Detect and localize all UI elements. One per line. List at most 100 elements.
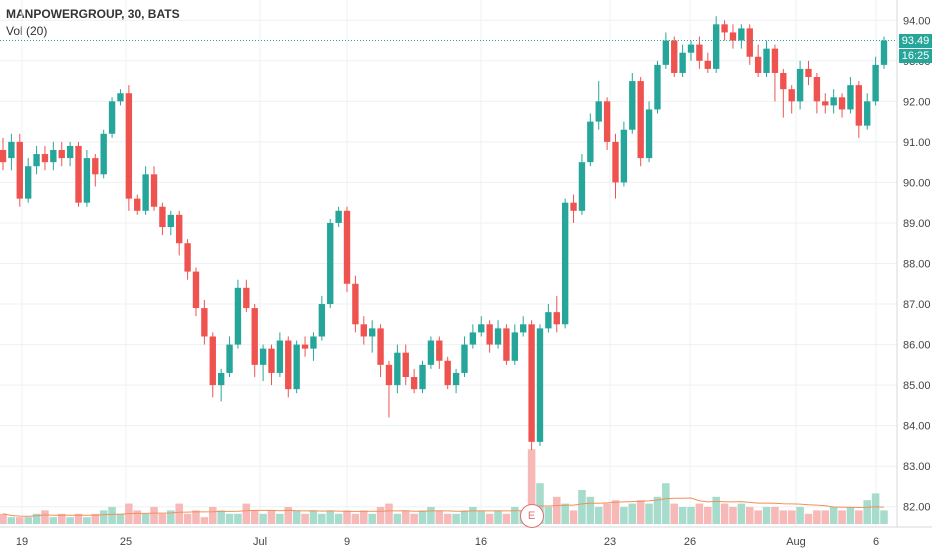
candle[interactable] <box>704 52 711 73</box>
candle[interactable] <box>612 133 619 199</box>
candle[interactable] <box>150 166 158 211</box>
candle[interactable] <box>444 356 451 390</box>
candle[interactable] <box>696 36 703 69</box>
candle[interactable] <box>92 154 99 187</box>
candle[interactable] <box>880 36 888 69</box>
candle[interactable] <box>545 304 552 333</box>
candle[interactable] <box>394 344 401 394</box>
candle[interactable] <box>134 194 141 215</box>
candle[interactable] <box>780 68 787 118</box>
candle[interactable] <box>503 324 510 365</box>
candle[interactable] <box>570 194 577 223</box>
candle[interactable] <box>41 145 49 171</box>
candle[interactable] <box>729 24 737 49</box>
candle[interactable] <box>285 336 292 398</box>
candle[interactable] <box>847 77 854 114</box>
candle[interactable] <box>771 44 779 102</box>
candle[interactable] <box>561 198 569 329</box>
candle[interactable] <box>176 210 183 256</box>
candle[interactable] <box>226 336 233 378</box>
candle[interactable] <box>33 145 40 175</box>
candle[interactable] <box>595 81 602 130</box>
candle[interactable] <box>620 121 628 187</box>
candle[interactable] <box>276 332 284 378</box>
candle[interactable] <box>419 360 426 394</box>
candle[interactable] <box>209 332 216 398</box>
candle[interactable] <box>754 44 762 78</box>
candle[interactable] <box>486 320 493 353</box>
candle[interactable] <box>100 129 107 179</box>
candle[interactable] <box>368 320 376 353</box>
candle[interactable] <box>788 85 795 114</box>
candle[interactable] <box>587 113 594 167</box>
candle[interactable] <box>142 166 149 215</box>
candle[interactable] <box>259 344 267 382</box>
candle[interactable] <box>83 149 91 207</box>
candle[interactable] <box>796 60 804 110</box>
candle[interactable] <box>50 141 57 171</box>
candle[interactable] <box>301 336 309 357</box>
candle[interactable] <box>75 141 82 207</box>
candle[interactable] <box>553 295 560 333</box>
candle[interactable] <box>360 316 367 345</box>
candle[interactable] <box>662 32 670 69</box>
candle[interactable] <box>813 72 821 114</box>
candle[interactable] <box>864 93 871 130</box>
candle[interactable] <box>822 93 829 114</box>
candle[interactable] <box>0 137 7 171</box>
candle[interactable] <box>318 295 326 341</box>
candle[interactable] <box>494 320 502 349</box>
candle[interactable] <box>838 93 846 118</box>
candle[interactable] <box>721 20 728 41</box>
candle[interactable] <box>167 210 174 236</box>
candle[interactable] <box>402 344 409 386</box>
candle[interactable] <box>528 320 535 450</box>
candle[interactable] <box>855 81 863 138</box>
candle[interactable] <box>520 316 527 337</box>
candle[interactable] <box>410 368 418 394</box>
candle[interactable] <box>343 206 351 292</box>
candle[interactable] <box>327 218 334 309</box>
candle[interactable] <box>671 36 678 78</box>
candle[interactable] <box>461 336 468 378</box>
candle[interactable] <box>234 279 242 349</box>
candle[interactable] <box>377 324 384 378</box>
candle[interactable] <box>125 85 133 211</box>
candle[interactable] <box>310 332 317 361</box>
candle[interactable] <box>268 344 275 386</box>
candle[interactable] <box>805 60 812 86</box>
candle[interactable] <box>385 360 393 418</box>
candle[interactable] <box>746 24 753 65</box>
candle[interactable] <box>645 101 653 163</box>
candle[interactable] <box>452 368 460 394</box>
candle[interactable] <box>629 72 636 134</box>
candle[interactable] <box>184 239 191 280</box>
candle[interactable] <box>16 133 23 207</box>
candle[interactable] <box>217 368 225 402</box>
candle[interactable] <box>201 299 208 345</box>
candle[interactable] <box>427 336 435 369</box>
candle[interactable] <box>578 154 586 215</box>
candle[interactable] <box>8 133 15 171</box>
candle[interactable] <box>536 324 544 446</box>
earnings-marker[interactable]: E <box>519 504 544 528</box>
candle[interactable] <box>352 275 359 333</box>
candle[interactable] <box>511 324 519 365</box>
candle[interactable] <box>872 56 879 106</box>
candle[interactable] <box>58 141 65 167</box>
candle[interactable] <box>763 40 770 78</box>
candle[interactable] <box>637 77 644 167</box>
candle[interactable] <box>159 202 166 236</box>
candle[interactable] <box>117 89 124 106</box>
candle[interactable] <box>243 279 250 313</box>
candle[interactable] <box>469 324 477 349</box>
candle[interactable] <box>830 89 837 114</box>
candle[interactable] <box>192 267 200 317</box>
candle[interactable] <box>679 44 686 78</box>
candle[interactable] <box>251 304 258 378</box>
candle[interactable] <box>24 158 32 203</box>
candle[interactable] <box>335 206 342 228</box>
candle[interactable] <box>654 60 661 114</box>
candle[interactable] <box>108 97 116 138</box>
candle[interactable] <box>293 340 300 394</box>
